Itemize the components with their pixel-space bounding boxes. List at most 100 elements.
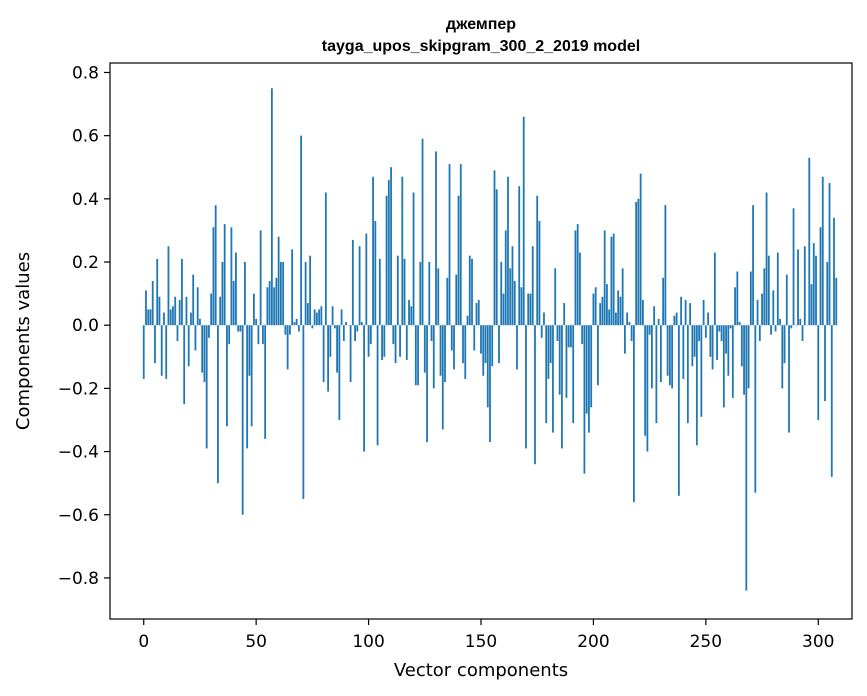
bar-90 [345, 322, 347, 326]
bar-252 [709, 325, 712, 357]
y-tick-label: −0.4 [58, 443, 99, 463]
bars-group [142, 88, 838, 591]
bar-261 [729, 325, 732, 329]
x-tick-label: 0 [138, 632, 149, 652]
bar-160 [502, 293, 505, 326]
bar-170 [525, 325, 527, 449]
bar-230 [659, 325, 662, 383]
bar-86 [336, 325, 338, 373]
bar-33 [217, 325, 219, 484]
bar-24 [196, 287, 199, 326]
bar-164 [511, 246, 514, 326]
bar-121 [414, 325, 417, 386]
bar-186 [561, 325, 563, 449]
bar-95 [356, 325, 359, 332]
bar-165 [513, 280, 516, 326]
chart-title: джемпер [446, 16, 516, 33]
y-tick-label: 0.4 [72, 190, 99, 210]
bar-16 [178, 299, 181, 326]
bar-26 [201, 325, 204, 373]
bar-105 [378, 258, 381, 326]
bar-228 [655, 325, 658, 424]
bar-52 [259, 230, 262, 326]
bar-181 [549, 325, 552, 364]
bar-239 [680, 296, 683, 326]
y-tick-label: 0.2 [72, 253, 99, 273]
bar-171 [527, 293, 530, 326]
bar-229 [657, 318, 660, 326]
bar-305 [828, 183, 831, 326]
y-tick-label: −0.6 [58, 506, 99, 526]
bar-291 [797, 249, 799, 326]
bar-237 [675, 312, 678, 326]
bar-4 [151, 280, 154, 326]
bar-294 [803, 246, 806, 326]
bar-219 [635, 202, 638, 326]
bar-56 [268, 280, 271, 326]
bar-41 [235, 252, 237, 326]
x-tick-label: 250 [690, 632, 722, 652]
bar-206 [606, 284, 608, 326]
bar-183 [554, 268, 557, 326]
bar-137 [450, 325, 453, 351]
bar-256 [718, 325, 721, 332]
bar-303 [824, 325, 826, 402]
bar-42 [237, 325, 240, 332]
bar-243 [689, 303, 692, 326]
bar-110 [390, 167, 392, 326]
bar-20 [187, 325, 190, 367]
bar-19 [185, 296, 188, 326]
bar-107 [383, 325, 386, 357]
bar-179 [545, 325, 548, 424]
bar-84 [331, 306, 334, 326]
bar-196 [583, 325, 586, 474]
bar-288 [790, 325, 793, 329]
bar-218 [633, 325, 635, 503]
bar-234 [668, 325, 671, 386]
bar-180 [547, 325, 550, 379]
bar-151 [482, 325, 485, 376]
bar-210 [615, 312, 617, 326]
bar-300 [817, 325, 820, 420]
bar-63 [284, 325, 287, 335]
bar-78 [318, 309, 321, 326]
bar-157 [495, 189, 498, 326]
bar-133 [441, 325, 444, 430]
bar-92 [349, 325, 352, 383]
bar-168 [520, 287, 523, 326]
bar-280 [772, 290, 775, 326]
bar-207 [608, 309, 611, 326]
bar-238 [677, 325, 680, 496]
bar-61 [279, 262, 282, 326]
bar-187 [563, 303, 566, 326]
bar-155 [491, 325, 494, 367]
bar-66 [291, 249, 294, 326]
x-tick-label: 150 [465, 632, 497, 652]
bar-199 [590, 325, 593, 408]
bar-109 [387, 179, 390, 326]
bar-115 [401, 176, 404, 326]
bar-39 [230, 227, 233, 326]
bar-59 [275, 277, 278, 326]
bar-287 [788, 325, 790, 433]
bar-100 [367, 325, 370, 357]
bar-112 [394, 325, 397, 364]
bar-289 [792, 208, 795, 326]
bar-65 [288, 325, 291, 335]
x-tick-label: 50 [245, 632, 267, 652]
bar-47 [248, 325, 251, 376]
bar-129 [432, 325, 435, 389]
bar-15 [176, 325, 179, 341]
bar-12 [169, 309, 172, 326]
bar-226 [650, 325, 653, 389]
bar-122 [417, 325, 419, 386]
bar-71 [302, 325, 305, 499]
bar-233 [666, 325, 669, 376]
bar-254 [713, 252, 716, 326]
bar-214 [624, 325, 626, 354]
bar-36 [223, 224, 226, 326]
bar-74 [309, 255, 312, 326]
bar-128 [430, 325, 433, 341]
bar-87 [338, 325, 341, 420]
bar-235 [671, 325, 674, 389]
